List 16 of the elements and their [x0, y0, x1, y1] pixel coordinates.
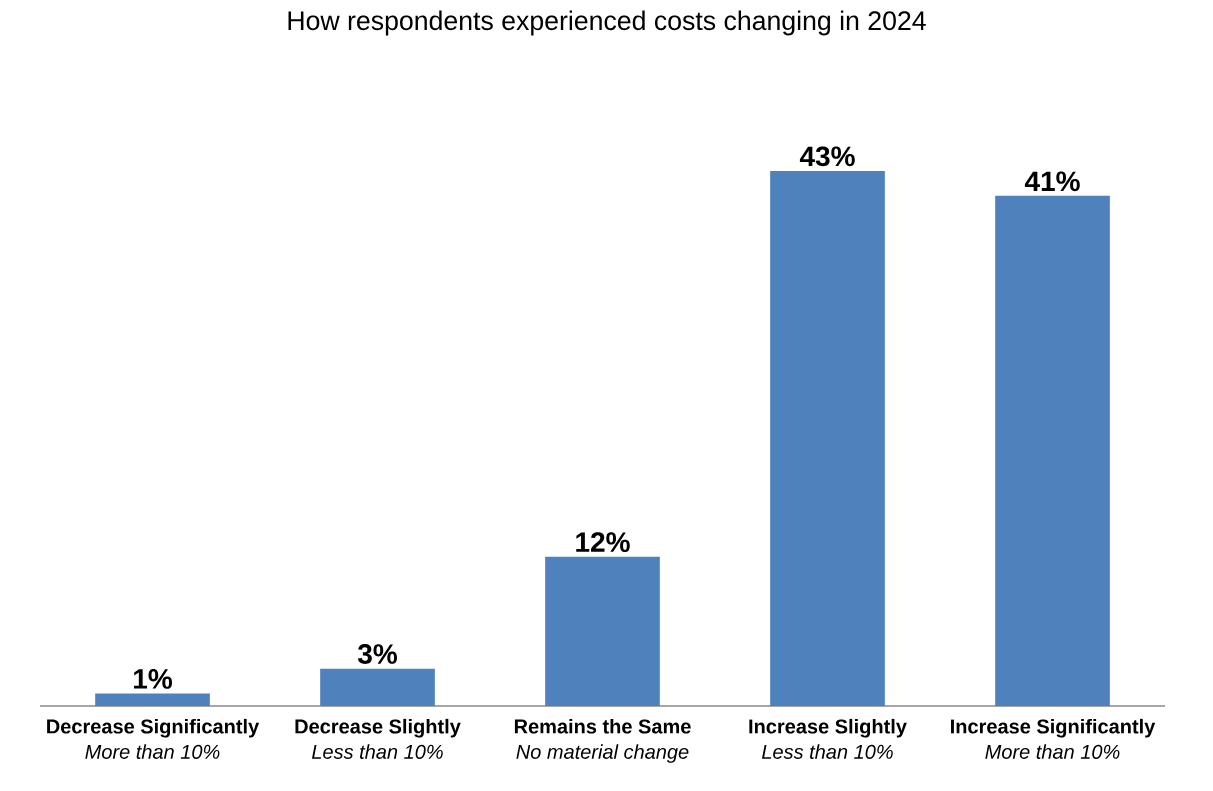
data-label: 3%	[357, 644, 397, 664]
data-label: 1%	[134, 669, 172, 689]
x-tick-label: Decrease Significantly More than 10%	[47, 718, 260, 759]
bar	[95, 693, 210, 706]
bar	[545, 556, 660, 706]
x-tick-label: Decrease Slightly Less than 10%	[295, 718, 461, 759]
chart-title: How respondents experienced costs changing in 2024	[288, 10, 926, 36]
x-tick-label: Remains the Same No material change	[514, 718, 691, 763]
bar	[995, 195, 1110, 706]
data-label: 41%	[1024, 171, 1080, 192]
data-label: 12%	[576, 532, 630, 552]
x-tick-label: Increase Slightly Less than 10%	[749, 718, 907, 759]
data-label: 43%	[799, 146, 855, 167]
bar	[770, 170, 885, 706]
x-tick-label: Increase Significantly More than 10%	[951, 718, 1156, 759]
bar	[320, 668, 435, 706]
